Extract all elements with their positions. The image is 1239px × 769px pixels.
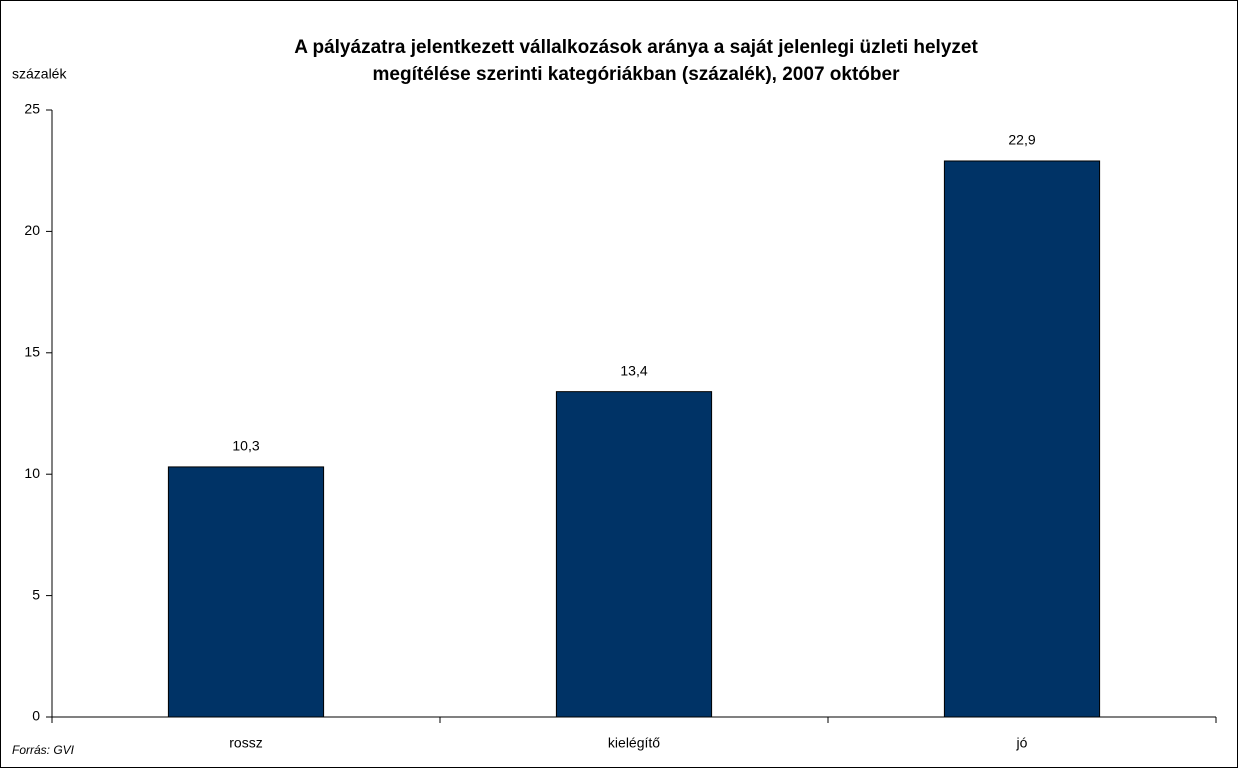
bar (555, 391, 713, 718)
chart-title: A pályázatra jelentkezett vállalkozások … (294, 37, 978, 58)
value-label: 13,4 (620, 362, 647, 378)
x-tick-label: rossz (229, 735, 262, 751)
y-tick-label: 15 (24, 344, 40, 360)
y-tick-label: 5 (32, 586, 40, 602)
bar (943, 160, 1101, 718)
x-tick-label: kielégítő (608, 735, 660, 751)
y-tick-label: 0 (32, 708, 40, 724)
chart-title: megítélése szerinti kategóriákban (száza… (373, 64, 901, 85)
y-tick-label: 10 (24, 465, 40, 481)
y-axis-label: százalék (12, 66, 67, 82)
source-note: Forrás: GVI (12, 743, 75, 757)
value-label: 10,3 (232, 438, 259, 454)
value-label: 22,9 (1008, 132, 1035, 148)
y-tick-label: 25 (24, 101, 40, 117)
bar (167, 466, 325, 718)
x-tick-label: jó (1016, 735, 1028, 751)
y-tick-label: 20 (24, 222, 40, 238)
